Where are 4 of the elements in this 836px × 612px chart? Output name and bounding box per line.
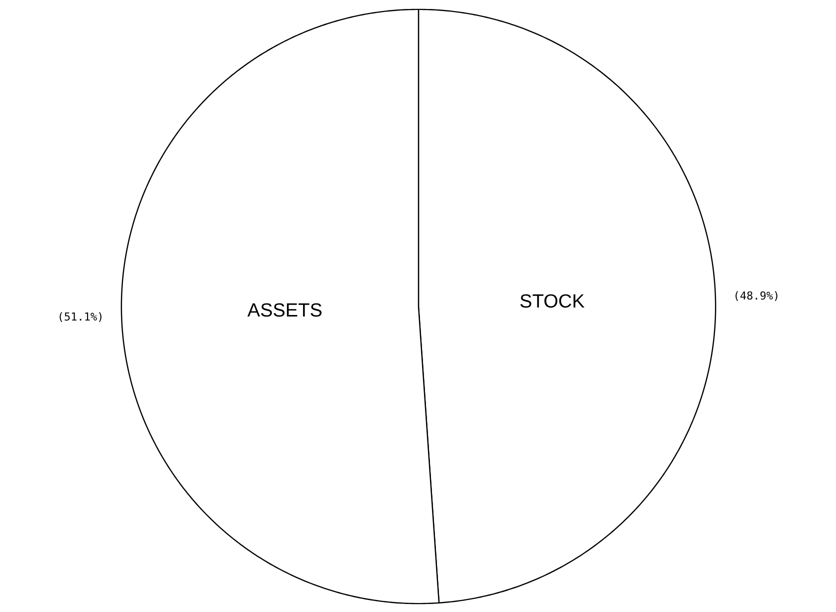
slice-label: STOCK [520, 291, 585, 312]
data-label: (48.9%) [733, 289, 780, 302]
slice-label: ASSETS [247, 300, 322, 322]
data-label: (51.1%) [57, 310, 104, 324]
